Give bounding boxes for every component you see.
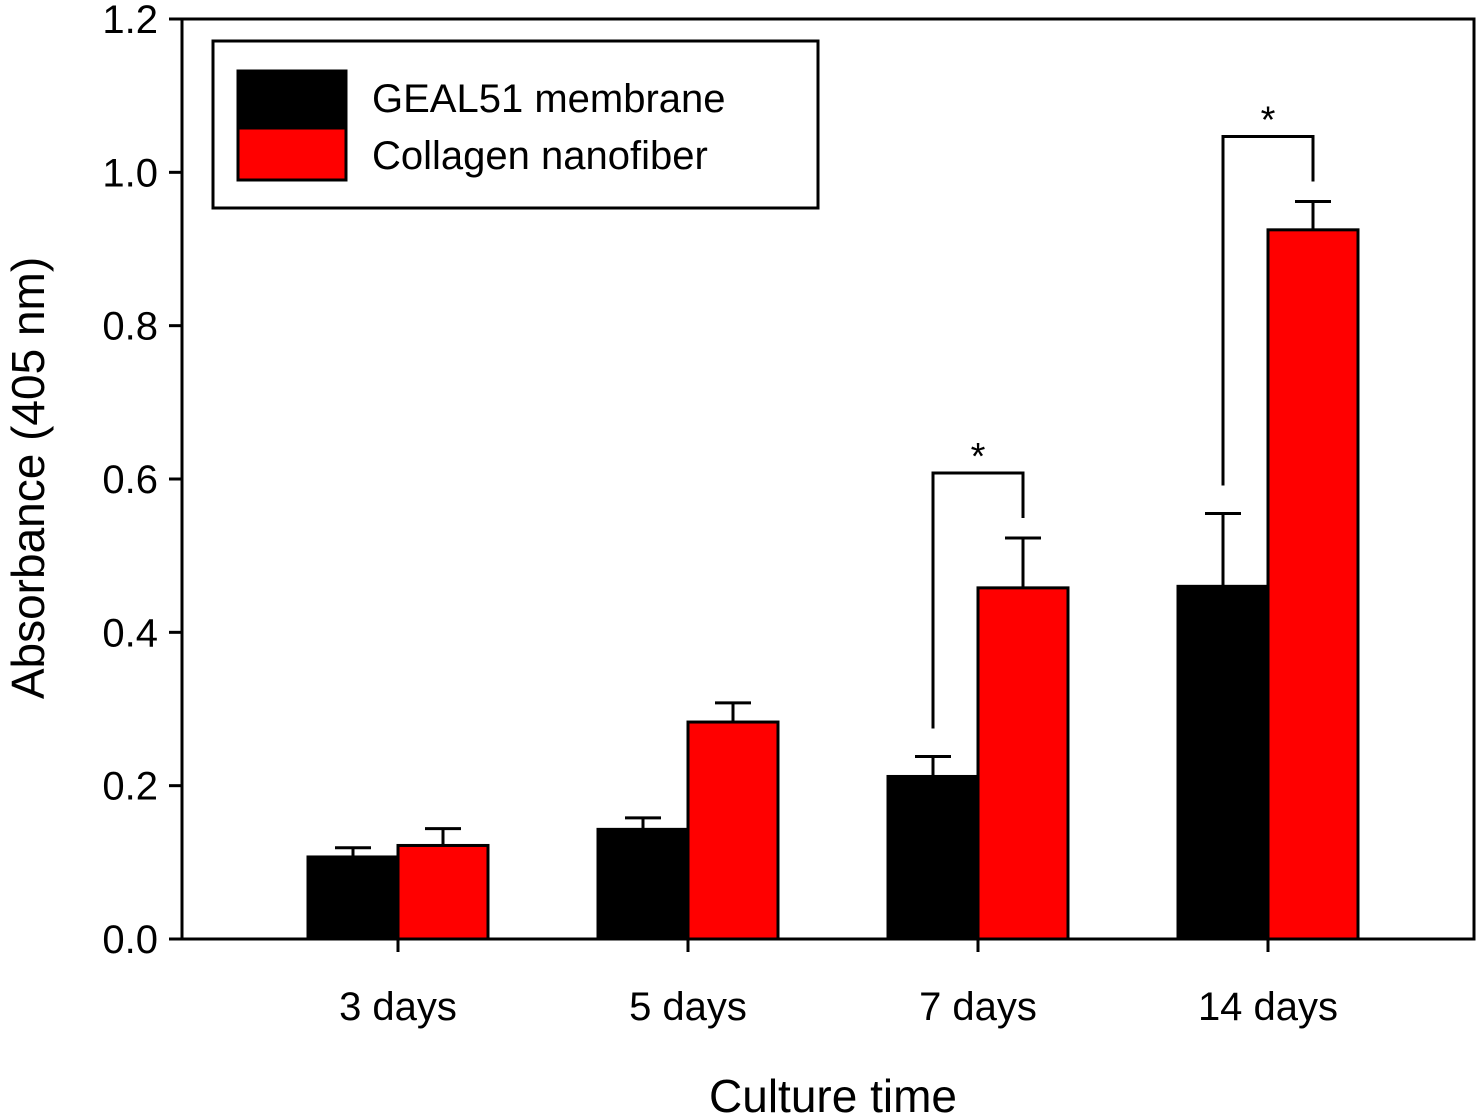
legend-swatch-geal51-membrane: [236, 69, 348, 128]
y-axis: 0.0 0.2 0.4 0.6 0.8 1.0 1.2: [102, 0, 182, 962]
y-tick-label: 0.2: [102, 765, 158, 809]
x-tick-label: 7 days: [919, 985, 1037, 1029]
legend-label-collagen-nanofiber: Collagen nanofiber: [372, 134, 708, 178]
bars-group: [306, 228, 1360, 941]
y-tick-label: 0.4: [102, 611, 158, 655]
legend: GEAL51 membrane Collagen nanofiber: [211, 39, 820, 210]
significance-bracket: [931, 471, 1025, 729]
error-bars-group: [335, 199, 1331, 857]
y-tick-label: 0.0: [102, 918, 158, 962]
bar-collagen-nanofiber-14-days: [1266, 228, 1360, 941]
x-tick-label: 3 days: [339, 985, 457, 1029]
significance-marker: *: [1261, 99, 1276, 141]
bar-collagen-nanofiber-7-days: [976, 586, 1070, 941]
bar-geal51-membrane-14-days: [1176, 584, 1270, 941]
x-axis: 3 days 5 days 7 days 14 days: [339, 939, 1338, 1029]
bar-geal51-membrane-3-days: [306, 855, 400, 941]
y-tick-label: 1.0: [102, 151, 158, 195]
y-tick-label: 1.2: [102, 0, 158, 42]
bar-geal51-membrane-5-days: [596, 827, 690, 941]
x-tick-label: 14 days: [1198, 985, 1338, 1029]
bar-collagen-nanofiber-3-days: [396, 843, 490, 941]
significance-marker: *: [971, 436, 986, 478]
significance-brackets: **: [931, 99, 1315, 729]
x-axis-title: Culture time: [709, 1070, 957, 1118]
bar-geal51-membrane-7-days: [886, 774, 980, 941]
x-tick-label: 5 days: [629, 985, 747, 1029]
significance-bracket: [1221, 134, 1315, 486]
y-tick-label: 0.8: [102, 305, 158, 349]
y-axis-title: Absorbance (405 nm): [2, 257, 54, 699]
legend-label-geal51-membrane: GEAL51 membrane: [372, 77, 726, 121]
legend-swatch-collagen-nanofiber: [236, 126, 348, 182]
bar-collagen-nanofiber-5-days: [686, 720, 780, 941]
y-tick-label: 0.6: [102, 458, 158, 502]
